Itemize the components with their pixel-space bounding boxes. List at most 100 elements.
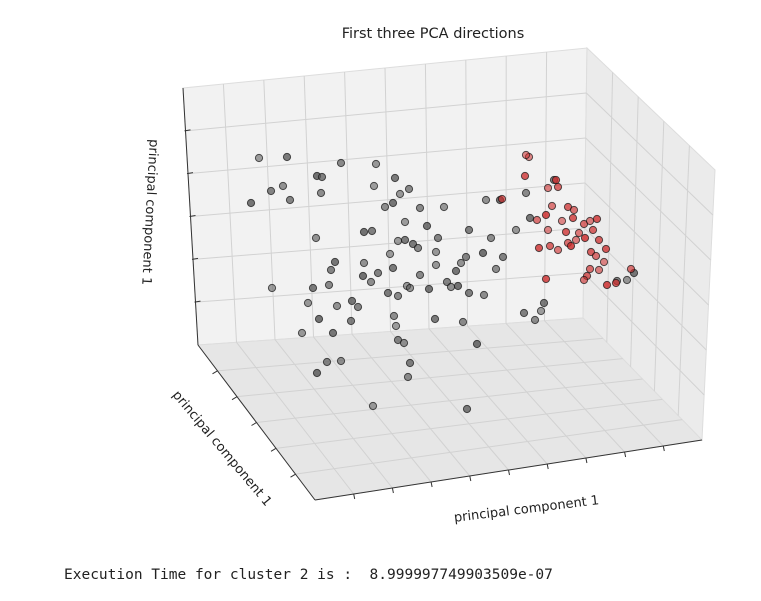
data-point <box>599 257 609 267</box>
data-point <box>391 321 401 331</box>
data-point <box>585 264 595 274</box>
data-point <box>395 189 405 199</box>
data-point <box>404 184 414 194</box>
data-point <box>478 248 488 258</box>
gridline <box>295 419 683 475</box>
data-point <box>525 213 535 223</box>
gridline <box>187 137 586 175</box>
data-point <box>486 233 496 243</box>
data-point <box>541 274 551 284</box>
data-point <box>481 195 491 205</box>
data-point <box>393 236 403 246</box>
data-point <box>388 198 398 208</box>
x-tick <box>662 445 665 452</box>
data-point <box>413 243 423 253</box>
data-point <box>568 213 578 223</box>
data-point <box>571 235 581 245</box>
x-tick <box>353 493 356 500</box>
data-point <box>579 275 589 285</box>
data-point <box>367 226 377 236</box>
data-point <box>453 281 463 291</box>
data-point <box>592 214 602 224</box>
z-tick <box>184 129 191 132</box>
data-point <box>336 158 346 168</box>
data-point <box>611 278 621 288</box>
data-point <box>369 181 379 191</box>
data-point <box>591 251 601 261</box>
data-point <box>383 288 393 298</box>
data-point <box>368 401 378 411</box>
data-point <box>491 264 501 274</box>
z-tick <box>189 215 196 217</box>
data-point <box>373 268 383 278</box>
data-point <box>285 195 295 205</box>
data-point <box>254 153 264 163</box>
data-point <box>430 314 440 324</box>
data-point <box>602 280 612 290</box>
data-point <box>433 233 443 243</box>
data-point <box>405 358 415 368</box>
data-point <box>266 186 276 196</box>
data-point <box>557 216 567 226</box>
x-axis-label: principal component 1 <box>453 493 600 526</box>
data-point <box>324 280 334 290</box>
data-point <box>497 194 507 204</box>
z-tick <box>194 300 201 303</box>
data-point <box>566 241 576 251</box>
data-point <box>388 263 398 273</box>
data-point <box>332 301 342 311</box>
gridline <box>256 378 643 423</box>
data-point <box>422 221 432 231</box>
data-point <box>317 172 327 182</box>
data-point <box>594 235 604 245</box>
data-point <box>308 283 318 293</box>
data-point <box>380 202 390 212</box>
x-tick <box>585 457 588 464</box>
data-point <box>585 216 595 226</box>
z-axis-label: principal component 1 <box>138 139 161 286</box>
data-point <box>521 150 531 160</box>
data-point <box>246 198 256 208</box>
data-point <box>322 357 332 367</box>
z-tick <box>186 172 194 175</box>
data-point <box>326 265 336 275</box>
data-point <box>403 372 413 382</box>
chart-title: First three PCA directions <box>342 26 525 42</box>
data-point <box>297 328 307 338</box>
gridline <box>583 272 705 396</box>
data-point <box>545 241 555 251</box>
data-point <box>400 217 410 227</box>
data-point <box>424 284 434 294</box>
data-point <box>479 290 489 300</box>
data-point <box>330 257 340 267</box>
x-tick <box>430 481 433 488</box>
data-point <box>532 215 542 225</box>
data-point <box>451 266 461 276</box>
x-tick <box>508 469 510 476</box>
x-tick <box>469 475 472 482</box>
data-point <box>594 265 604 275</box>
data-point <box>553 245 563 255</box>
data-point <box>520 171 530 181</box>
x-tick <box>624 451 627 458</box>
data-point <box>543 225 553 235</box>
data-point <box>415 203 425 213</box>
y-tick <box>290 473 296 478</box>
data-point <box>336 356 346 366</box>
data-point <box>458 317 468 327</box>
data-point <box>456 258 466 268</box>
data-point <box>282 152 292 162</box>
execution-time-output: Execution Time for cluster 2 is : 8.9999… <box>64 567 553 583</box>
data-point <box>389 311 399 321</box>
data-point <box>511 225 521 235</box>
x-tick <box>391 487 394 494</box>
gridline <box>192 227 585 260</box>
data-point <box>439 202 449 212</box>
data-point <box>371 159 381 169</box>
gridline <box>585 92 714 216</box>
y-tick <box>251 422 257 426</box>
data-point <box>519 308 529 318</box>
data-point <box>431 247 441 257</box>
data-point <box>561 227 571 237</box>
data-point <box>278 181 288 191</box>
